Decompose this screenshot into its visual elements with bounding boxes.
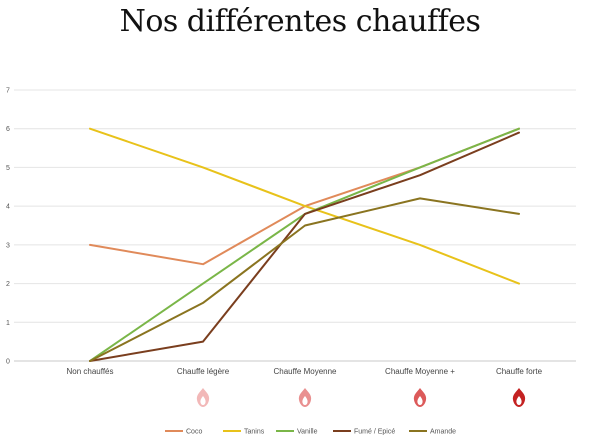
series-line [89,131,520,362]
y-tick-label: 7 [6,88,10,95]
legend-label: Amande [430,429,456,436]
series-line [89,127,520,266]
series-line [89,197,520,362]
y-tick-label: 2 [6,281,10,288]
x-tick-label: Chauffe Moyenne + [385,367,455,376]
flame-icon [512,388,526,407]
y-tick-label: 3 [6,242,10,249]
flame-icons [196,388,526,407]
page-title: Nos différentes chauffes [119,4,481,39]
legend-label: Fumé / Epicé [354,429,395,436]
y-tick-label: 5 [6,165,10,172]
flame-icon [298,388,312,407]
y-tick-label: 6 [6,126,10,133]
legend-label: Coco [186,429,202,436]
legend-label: Vanille [297,429,318,436]
series-line [89,127,520,285]
x-tick-label: Chauffe légère [177,367,230,376]
legend-label: Tanins [244,429,265,436]
x-tick-label: Chauffe Moyenne [273,367,337,376]
x-axis-ticks: Non chauffés Chauffe légère Chauffe Moyenn… [67,367,543,376]
y-tick-label: 4 [6,204,10,211]
legend: Coco Tanins Vanille Fumé / Epicé Amande [165,429,456,436]
flame-icon [196,388,210,407]
series-lines [89,127,520,362]
y-tick-label: 0 [6,359,10,366]
y-axis-ticks: 0 1 2 3 4 5 6 7 [6,88,10,366]
y-tick-label: 1 [6,320,10,327]
x-tick-label: Non chauffés [67,367,114,376]
flame-icon [413,388,427,407]
x-tick-label: Chauffe forte [496,367,543,376]
grid [14,89,576,362]
